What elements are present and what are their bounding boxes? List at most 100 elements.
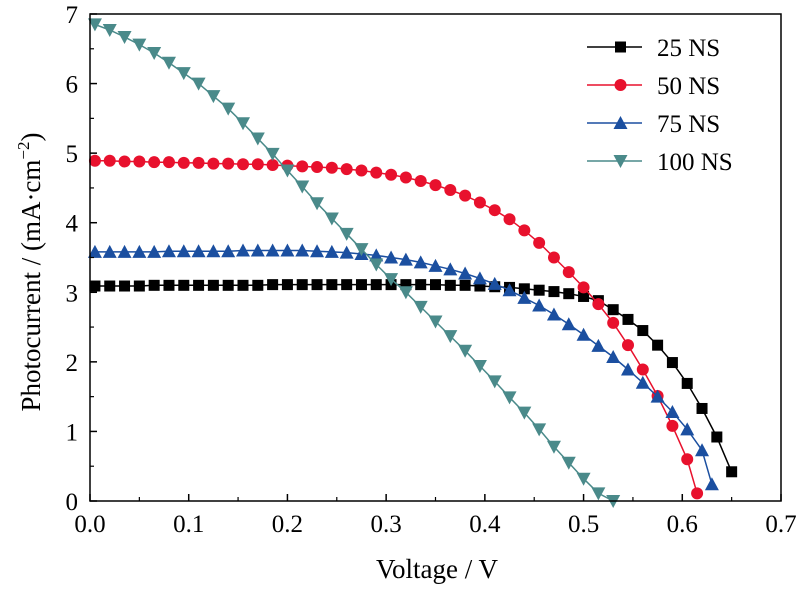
data-point-50-ns bbox=[691, 487, 704, 500]
data-point-100-ns bbox=[117, 30, 132, 44]
data-point-75-ns bbox=[695, 443, 710, 457]
y-tick-label: 4 bbox=[66, 211, 79, 238]
data-point-50-ns bbox=[518, 224, 531, 237]
data-point-50-ns bbox=[429, 179, 442, 192]
data-point-75-ns bbox=[635, 375, 650, 389]
data-point-75-ns bbox=[398, 252, 413, 266]
data-point-100-ns bbox=[591, 487, 606, 501]
data-point-100-ns bbox=[561, 456, 576, 470]
data-point-75-ns bbox=[221, 244, 236, 258]
data-point-75-ns bbox=[236, 243, 251, 257]
data-point-25-ns bbox=[444, 279, 456, 291]
data-point-100-ns bbox=[339, 227, 354, 241]
data-point-25-ns bbox=[119, 280, 131, 292]
data-point-75-ns bbox=[206, 244, 221, 258]
data-point-75-ns bbox=[87, 244, 102, 258]
x-tick-label: 0.2 bbox=[272, 511, 303, 538]
data-point-50-ns bbox=[607, 316, 620, 329]
series-line-25-ns bbox=[94, 283, 733, 473]
data-point-50-ns bbox=[251, 158, 264, 171]
x-axis-label: Voltage / V bbox=[376, 554, 499, 584]
data-point-50-ns bbox=[311, 161, 324, 174]
y-axis-label: Photocurrent / (mA·cm−2) bbox=[14, 132, 46, 411]
data-point-25-ns bbox=[267, 279, 279, 291]
data-point-50-ns bbox=[133, 155, 146, 168]
data-point-25-ns bbox=[578, 290, 590, 302]
data-point-25-ns bbox=[281, 279, 293, 291]
legend-marker-75-ns bbox=[613, 116, 628, 129]
data-point-75-ns bbox=[487, 276, 502, 290]
data-point-50-ns bbox=[266, 158, 279, 171]
data-point-50-ns bbox=[503, 213, 516, 226]
data-point-100-ns bbox=[250, 132, 265, 146]
data-point-100-ns bbox=[517, 406, 532, 420]
data-point-50-ns bbox=[103, 154, 116, 167]
data-point-50-ns bbox=[325, 161, 338, 174]
series-line-50-ns bbox=[94, 160, 698, 494]
data-point-50-ns bbox=[473, 196, 486, 209]
legend-label-75-ns: 75 NS bbox=[657, 111, 720, 138]
data-point-50-ns bbox=[399, 171, 412, 184]
data-point-25-ns bbox=[163, 279, 175, 291]
data-point-25-ns bbox=[355, 279, 367, 291]
data-point-50-ns bbox=[681, 453, 694, 466]
data-point-25-ns bbox=[207, 279, 219, 291]
data-point-100-ns bbox=[369, 258, 384, 272]
data-point-25-ns bbox=[296, 279, 308, 291]
data-point-25-ns bbox=[104, 280, 116, 292]
data-point-50-ns bbox=[533, 236, 546, 249]
data-point-75-ns bbox=[680, 422, 695, 436]
data-point-25-ns bbox=[681, 377, 693, 389]
data-point-100-ns bbox=[310, 197, 325, 211]
data-point-25-ns bbox=[252, 279, 264, 291]
data-point-25-ns bbox=[459, 279, 471, 291]
data-point-50-ns bbox=[370, 166, 383, 179]
y-tick-label: 2 bbox=[66, 350, 79, 377]
data-point-25-ns bbox=[548, 286, 560, 298]
data-point-50-ns bbox=[547, 251, 560, 264]
data-point-75-ns bbox=[117, 244, 132, 258]
data-point-50-ns bbox=[340, 163, 353, 176]
data-point-75-ns bbox=[250, 243, 265, 257]
data-point-75-ns bbox=[502, 283, 517, 297]
data-point-100-ns bbox=[102, 24, 117, 38]
data-point-25-ns bbox=[193, 279, 205, 291]
data-point-50-ns bbox=[636, 363, 649, 376]
data-point-25-ns bbox=[607, 304, 619, 316]
data-point-100-ns bbox=[87, 18, 102, 32]
data-point-75-ns bbox=[161, 244, 176, 258]
data-point-50-ns bbox=[88, 154, 101, 167]
data-point-50-ns bbox=[577, 281, 590, 294]
axes: 0.0 0.1 0.2 0.3 0.4 0.5 0.6 0.7 0 1 2 3 4 5 6 7 bbox=[66, 2, 797, 538]
data-point-75-ns bbox=[561, 317, 576, 331]
data-point-100-ns bbox=[428, 315, 443, 329]
data-point-75-ns bbox=[265, 243, 280, 257]
data-point-100-ns bbox=[236, 117, 251, 131]
data-point-75-ns bbox=[458, 266, 473, 280]
data-point-50-ns bbox=[148, 156, 161, 169]
data-point-100-ns bbox=[132, 38, 147, 52]
data-point-25-ns bbox=[148, 279, 160, 291]
data-point-100-ns bbox=[502, 391, 517, 405]
data-point-50-ns bbox=[192, 156, 205, 169]
data-point-75-ns bbox=[324, 244, 339, 258]
x-tick-label: 0.1 bbox=[173, 511, 204, 538]
data-point-50-ns bbox=[385, 168, 398, 181]
y-tick-label: 7 bbox=[66, 2, 79, 29]
data-point-25-ns bbox=[89, 280, 101, 292]
data-point-100-ns bbox=[206, 90, 221, 104]
y-tick-label: 3 bbox=[66, 280, 79, 307]
data-point-100-ns bbox=[354, 243, 369, 257]
data-point-100-ns bbox=[280, 164, 295, 178]
x-tick-label: 0.6 bbox=[667, 511, 698, 538]
data-point-50-ns bbox=[459, 189, 472, 202]
data-point-75-ns bbox=[704, 477, 719, 491]
data-point-100-ns bbox=[487, 375, 502, 389]
data-point-50-ns bbox=[118, 155, 131, 168]
data-point-25-ns bbox=[652, 339, 664, 351]
data-point-75-ns bbox=[620, 362, 635, 376]
x-tick-label: 0.0 bbox=[74, 511, 105, 538]
series-line-100-ns bbox=[94, 23, 614, 502]
data-point-75-ns bbox=[132, 244, 147, 258]
data-point-75-ns bbox=[176, 244, 191, 258]
